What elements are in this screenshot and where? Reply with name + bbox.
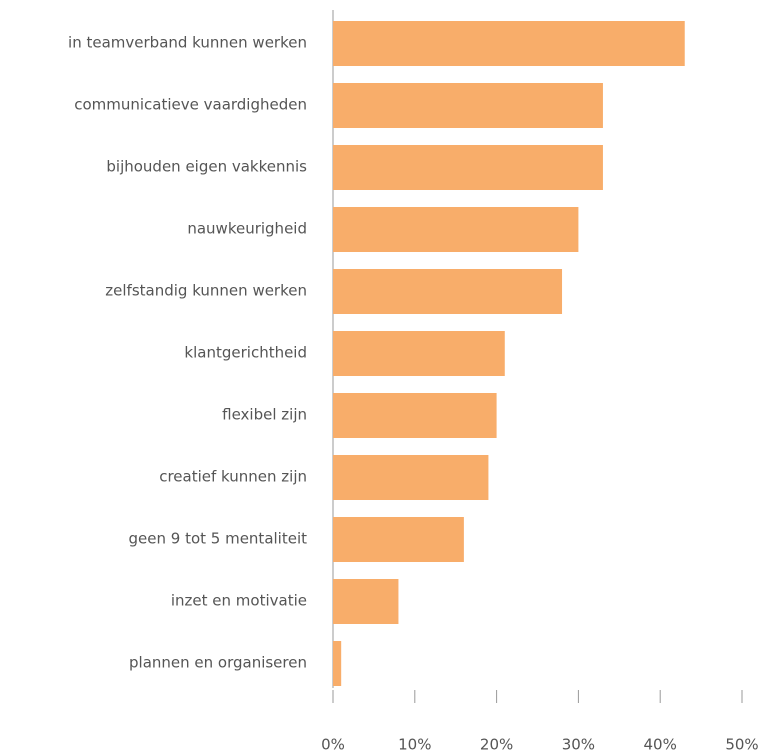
bar <box>333 83 603 128</box>
bar <box>333 269 563 314</box>
bar <box>333 331 505 376</box>
x-tick-label: 10% <box>398 736 431 753</box>
y-tick-label: klantgerichtheid <box>184 344 307 362</box>
y-tick-label: flexibel zijn <box>222 406 307 424</box>
bar <box>333 517 464 562</box>
y-tick-label: in teamverband kunnen werken <box>68 34 307 52</box>
bar <box>333 207 579 252</box>
bar <box>333 641 342 686</box>
x-tick-label: 30% <box>562 736 595 753</box>
bar <box>333 145 603 190</box>
y-tick-label: plannen en organiseren <box>129 654 307 672</box>
bar <box>333 455 489 500</box>
y-tick-label: nauwkeurigheid <box>187 220 307 238</box>
y-tick-label: bijhouden eigen vakkennis <box>106 158 307 176</box>
x-tick-label: 40% <box>644 736 677 753</box>
y-tick-label: zelfstandig kunnen werken <box>105 282 307 300</box>
bar <box>333 393 497 438</box>
bar <box>333 579 399 624</box>
bar <box>333 21 685 66</box>
x-tick-label: 0% <box>321 736 345 753</box>
x-tick-label: 20% <box>480 736 513 753</box>
y-tick-label: inzet en motivatie <box>171 592 307 610</box>
y-tick-label: communicatieve vaardigheden <box>74 96 307 114</box>
y-tick-label: creatief kunnen zijn <box>159 468 307 486</box>
x-tick-label: 50% <box>725 736 758 753</box>
y-tick-label: geen 9 tot 5 mentaliteit <box>129 530 308 548</box>
